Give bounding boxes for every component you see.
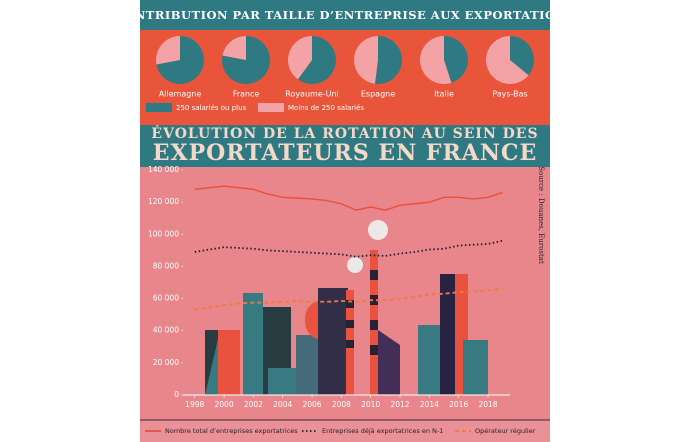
x-tick-label: 2018 <box>478 400 497 409</box>
pie-label: France <box>233 90 260 99</box>
line-series <box>194 288 503 311</box>
pie-slice <box>420 36 452 85</box>
y-tick-label: 0 <box>174 390 179 399</box>
legend-label: Entreprises déjà exportatrices en N-1 <box>322 427 443 435</box>
y-tick-label: 140 000 <box>148 165 179 174</box>
pie-band <box>140 30 550 125</box>
pie-slice <box>354 36 378 84</box>
y-tick-label: 80 000 <box>153 261 179 270</box>
pie-slice <box>156 36 204 84</box>
pie-slice <box>374 36 402 84</box>
legend-label: Moins de 250 salariés <box>288 104 364 112</box>
chart-title: EXPORTATEURS EN FRANCE <box>153 140 538 166</box>
x-tick-label: 2000 <box>215 400 234 409</box>
legend-label: 250 salariés ou plus <box>176 104 247 112</box>
legend-swatch <box>258 103 284 112</box>
legend-label: Opérateur régulier <box>475 427 536 435</box>
pie-slice <box>486 36 529 84</box>
line-series <box>194 185 503 211</box>
y-tick-label: 40 000 <box>153 326 179 335</box>
y-tick-label: 60 000 <box>153 294 179 303</box>
legend-label: Nombre total d’entreprises exportatrices <box>165 427 298 435</box>
title-banner <box>140 125 550 167</box>
legend-swatch <box>146 103 172 112</box>
x-tick-label: 2016 <box>449 400 468 409</box>
pie-label: Espagne <box>361 90 395 99</box>
x-tick-label: 2010 <box>361 400 380 409</box>
pie-label: Pays-Bas <box>492 90 527 99</box>
x-tick-label: 2012 <box>390 400 409 409</box>
pie-slice <box>288 36 312 80</box>
x-tick-label: 2002 <box>244 400 263 409</box>
pie-label: Allemagne <box>159 90 202 99</box>
factory-illustration <box>205 220 488 395</box>
pie-label: Italie <box>434 90 454 99</box>
pie-slice <box>297 36 337 85</box>
x-tick-label: 2014 <box>420 400 439 409</box>
x-tick-label: 2006 <box>302 400 321 409</box>
pie-slice <box>156 36 180 65</box>
x-tick-label: 2004 <box>273 400 292 409</box>
pie-slice <box>510 36 535 76</box>
pie-label: Royaume-Uni <box>285 90 339 99</box>
pie-title: CONTRIBUTION PAR TAILLE D’ENTREPRISE AUX… <box>115 8 576 22</box>
x-tick-label: 2008 <box>332 400 351 409</box>
pie-slice <box>222 36 246 60</box>
top-banner <box>140 0 550 30</box>
y-tick-label: 120 000 <box>148 197 179 206</box>
legend-strip <box>140 420 550 442</box>
pie-slice <box>444 36 468 83</box>
y-tick-label: 20 000 <box>153 358 179 367</box>
x-tick-label: 1998 <box>185 400 204 409</box>
y-tick-label: 100 000 <box>148 229 179 238</box>
source: Source : Douanes, Eurostat <box>537 166 545 264</box>
chart-title: ÉVOLUTION DE LA ROTATION AU SEIN DES <box>151 124 538 142</box>
